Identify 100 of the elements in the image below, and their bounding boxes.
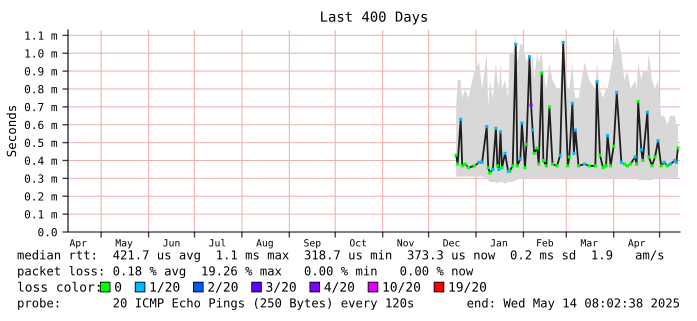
point bbox=[494, 126, 498, 130]
point bbox=[540, 71, 544, 74]
point bbox=[466, 166, 470, 170]
point bbox=[523, 166, 527, 170]
y-tick-label: 0.4 m bbox=[24, 156, 58, 165]
point bbox=[536, 146, 539, 150]
point bbox=[518, 157, 522, 160]
point bbox=[576, 164, 580, 168]
point bbox=[520, 121, 524, 125]
y-tick-label: 0.7 m bbox=[24, 102, 58, 112]
point bbox=[604, 164, 608, 168]
point bbox=[606, 134, 610, 138]
point bbox=[572, 152, 576, 155]
y-tick-label: 1.0 m bbox=[25, 49, 58, 58]
point bbox=[647, 155, 650, 158]
point bbox=[594, 164, 597, 168]
point bbox=[514, 42, 518, 46]
point bbox=[542, 158, 545, 162]
point bbox=[486, 166, 490, 170]
text: probe: 20 ICMP Echo Pings (250 Bytes) every 120s bbox=[18, 298, 414, 310]
x-tick-label: Oct bbox=[350, 239, 366, 247]
point bbox=[570, 102, 574, 105]
point bbox=[646, 110, 649, 114]
point bbox=[622, 162, 626, 166]
point bbox=[562, 40, 565, 44]
point bbox=[666, 164, 669, 168]
legend-label: 3/20 bbox=[266, 282, 296, 293]
x-tick-label: Mar bbox=[580, 239, 598, 247]
text: packet loss: 0.18 % avg 19.26 % max 0.00 % min 0.00 % now bbox=[18, 266, 474, 278]
chart-title: Last 400 Days bbox=[321, 11, 427, 25]
y-axis-title: Seconds bbox=[6, 106, 16, 156]
point bbox=[504, 152, 507, 155]
point bbox=[574, 128, 577, 132]
legend-label: 10/20 bbox=[384, 282, 420, 293]
point bbox=[558, 154, 562, 157]
y-tick-label: 0.0 bbox=[38, 228, 57, 236]
point bbox=[650, 164, 654, 168]
x-tick-label: Aug bbox=[256, 239, 273, 248]
x-tick-label: Nov bbox=[398, 239, 414, 247]
point bbox=[620, 160, 623, 164]
point bbox=[496, 164, 499, 168]
y-tick-label: 0.5 m bbox=[24, 138, 58, 148]
point bbox=[568, 155, 571, 158]
point bbox=[612, 144, 616, 148]
legend-label: 1/20 bbox=[150, 282, 180, 293]
point bbox=[601, 166, 605, 170]
point bbox=[662, 160, 666, 164]
point bbox=[583, 162, 586, 166]
x-tick-label: Apr bbox=[628, 239, 646, 248]
point bbox=[636, 100, 640, 104]
point bbox=[640, 148, 643, 152]
point bbox=[641, 158, 644, 162]
legend-title: loss color: bbox=[18, 282, 100, 292]
x-tick-label: Dec bbox=[443, 239, 460, 247]
y-tick-label: 0.8 m bbox=[24, 84, 58, 94]
point bbox=[497, 168, 500, 171]
text: median rtt: 421.7 us avg 1.1 ms max 318.7 us min 373.3 us now 0.2 ms sd 1.9 am/s bbox=[18, 250, 664, 262]
point bbox=[676, 146, 680, 150]
point bbox=[528, 55, 532, 58]
y-tick-label: 0.6 m bbox=[24, 120, 58, 130]
y-tick-label: 0.1 m bbox=[24, 210, 58, 219]
y-tick-label: 1.1 m bbox=[25, 32, 58, 40]
point bbox=[537, 162, 540, 166]
point bbox=[609, 164, 612, 168]
point bbox=[635, 162, 638, 166]
point bbox=[598, 154, 602, 157]
point bbox=[460, 164, 464, 168]
point bbox=[488, 171, 492, 175]
point bbox=[668, 162, 672, 166]
x-tick-label: Jul bbox=[209, 238, 226, 247]
legend-label: 4/20 bbox=[324, 282, 354, 293]
point bbox=[454, 154, 458, 157]
point bbox=[485, 124, 488, 128]
x-tick-label: Jan bbox=[490, 239, 507, 247]
point bbox=[550, 162, 554, 166]
point bbox=[531, 128, 534, 132]
point bbox=[532, 152, 536, 155]
point bbox=[615, 91, 618, 94]
point bbox=[544, 164, 548, 168]
point bbox=[480, 160, 484, 164]
point bbox=[628, 162, 632, 166]
point bbox=[653, 155, 657, 158]
point bbox=[498, 130, 502, 134]
x-tick-label: Apr bbox=[70, 239, 87, 248]
legend-label: 19/20 bbox=[450, 282, 486, 293]
point bbox=[530, 104, 533, 107]
point bbox=[548, 105, 551, 108]
x-tick-label: Sep bbox=[304, 239, 320, 248]
point bbox=[478, 160, 481, 164]
point bbox=[588, 164, 591, 168]
point bbox=[524, 142, 528, 146]
point bbox=[459, 118, 462, 121]
point bbox=[634, 155, 637, 158]
point bbox=[511, 164, 514, 168]
x-tick-label: Jun bbox=[163, 239, 180, 247]
point bbox=[500, 166, 504, 170]
point bbox=[660, 164, 663, 168]
point bbox=[656, 139, 660, 142]
text: end: Wed May 14 08:02:38 2025 bbox=[467, 298, 680, 310]
point bbox=[556, 164, 559, 168]
